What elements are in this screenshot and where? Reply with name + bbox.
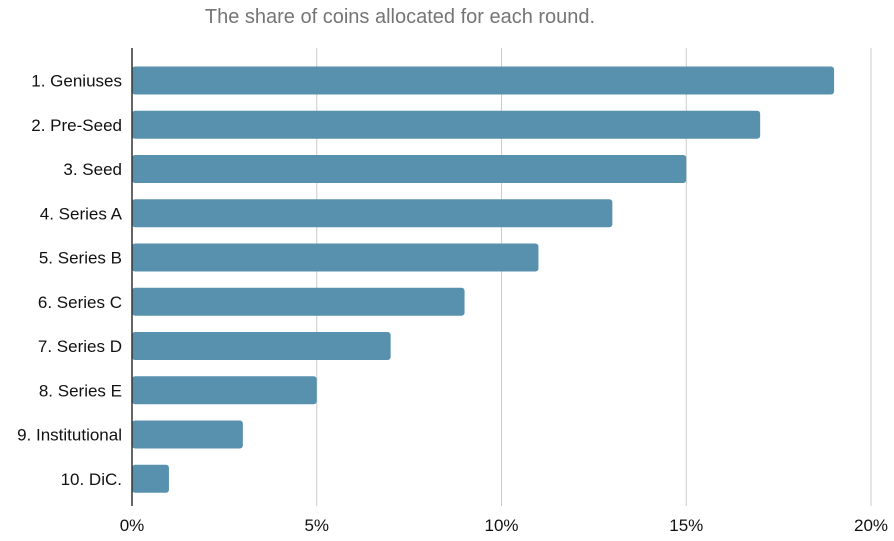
category-label: 5. Series B [39,249,122,268]
x-tick-label: 20% [854,516,888,535]
x-tick-label: 15% [669,516,703,535]
bar [132,199,613,228]
category-label: 10. DiC. [61,470,122,489]
bar [132,66,835,95]
x-tick-label: 10% [484,516,518,535]
category-label: 7. Series D [38,337,122,356]
category-label: 1. Geniuses [31,72,122,91]
bar [132,243,539,272]
bars [132,66,835,493]
category-label: 4. Series A [40,204,123,223]
category-label: 6. Series C [38,293,122,312]
category-label: 9. Institutional [17,426,122,445]
chart-title: The share of coins allocated for each ro… [204,6,596,28]
bar [132,464,169,493]
bar [132,155,687,183]
category-labels: 1. Geniuses 2. Pre-Seed 3. Seed 4. Series A… [17,72,123,489]
x-tick-label: 0% [120,516,145,535]
bar [132,420,243,449]
x-tick-label: 5% [304,516,329,535]
bar [132,110,761,139]
bar [132,287,465,316]
bar [132,376,317,405]
category-label: 2. Pre-Seed [31,116,122,135]
bar [132,332,391,360]
category-label: 3. Seed [63,160,122,179]
tick-labels: 0% 5% 10% 15% 20% [120,516,888,535]
category-label: 8. Series E [39,381,122,400]
